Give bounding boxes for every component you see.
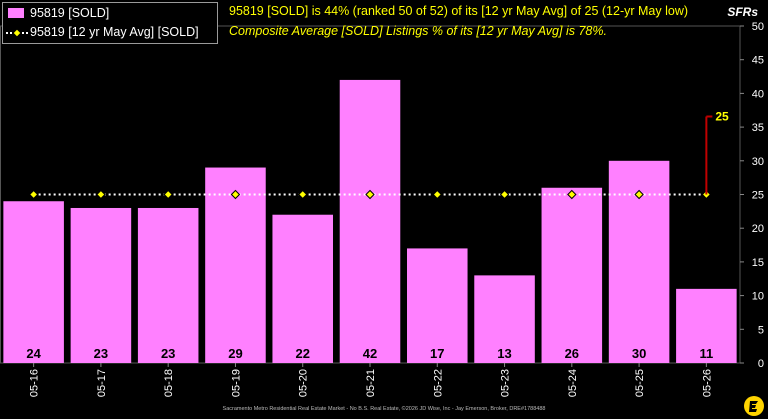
bar-value-label: 26 bbox=[565, 346, 579, 361]
x-tick-label: 05-25 bbox=[634, 369, 646, 397]
bar bbox=[676, 288, 737, 363]
y-tick-label: 35 bbox=[752, 122, 764, 134]
bar bbox=[205, 167, 266, 363]
avg-marker bbox=[634, 189, 644, 200]
y-tick-label: 0 bbox=[758, 358, 764, 370]
avg-marker bbox=[365, 189, 375, 200]
bar-value-label: 11 bbox=[699, 346, 713, 361]
y-tick-label: 45 bbox=[752, 55, 764, 67]
unit-label: SFRs bbox=[727, 5, 758, 19]
x-tick-label: 05-18 bbox=[163, 369, 175, 397]
y-tick-label: 5 bbox=[758, 324, 764, 336]
x-tick-label: 05-17 bbox=[96, 369, 108, 397]
bar bbox=[541, 187, 603, 363]
x-tick-label: 05-23 bbox=[500, 369, 512, 397]
x-tick-label: 05-19 bbox=[230, 369, 242, 397]
avg-marker bbox=[298, 189, 308, 200]
bar bbox=[474, 275, 535, 363]
avg-marker bbox=[567, 189, 577, 200]
y-tick-label: 10 bbox=[752, 291, 764, 303]
x-tick-label: 05-20 bbox=[298, 369, 310, 397]
legend-swatch-sold bbox=[8, 7, 24, 18]
callout-label: 25 bbox=[715, 110, 729, 124]
avg-marker bbox=[230, 189, 241, 200]
x-tick-label: 05-21 bbox=[365, 369, 377, 397]
legend-item-avg: 95819 [12 yr May Avg] [SOLD] bbox=[3, 22, 217, 41]
bar bbox=[3, 201, 64, 363]
x-tick-label: 05-22 bbox=[432, 369, 444, 397]
y-tick-label: 30 bbox=[752, 156, 764, 168]
bar-value-label: 29 bbox=[228, 346, 242, 361]
bar-value-label: 13 bbox=[497, 346, 511, 361]
bar-value-label: 22 bbox=[295, 346, 309, 361]
bar-value-label: 30 bbox=[632, 346, 646, 361]
avg-marker bbox=[499, 189, 510, 200]
y-tick-label: 40 bbox=[752, 88, 764, 100]
legend-label-avg: 95819 [12 yr May Avg] [SOLD] bbox=[30, 24, 199, 39]
bar-value-label: 17 bbox=[430, 346, 444, 361]
y-tick-label: 20 bbox=[752, 223, 764, 235]
brand-logo-icon bbox=[744, 396, 764, 416]
bar bbox=[339, 79, 401, 364]
bar bbox=[272, 214, 333, 363]
bar-value-label: 23 bbox=[94, 346, 108, 361]
subline: Composite Average [SOLD] Listings % of i… bbox=[229, 24, 607, 38]
bar-value-label: 24 bbox=[26, 346, 41, 361]
headline: 95819 [SOLD] is 44% (ranked 50 of 52) of… bbox=[229, 4, 689, 18]
avg-marker bbox=[163, 189, 173, 200]
y-tick-label: 15 bbox=[752, 257, 764, 269]
x-tick-label: 05-26 bbox=[701, 369, 713, 397]
y-tick-label: 25 bbox=[752, 190, 764, 202]
avg-marker bbox=[432, 189, 442, 200]
legend-swatch-avg bbox=[6, 27, 28, 38]
footer-credit: Sacramento Metro Residential Real Estate… bbox=[222, 406, 546, 412]
legend-item-sold: 95819 [SOLD] bbox=[3, 3, 217, 22]
x-tick-label: 05-24 bbox=[567, 369, 579, 397]
legend-label-sold: 95819 [SOLD] bbox=[30, 5, 110, 20]
y-tick-label: 50 bbox=[752, 21, 764, 33]
bar bbox=[70, 207, 132, 363]
avg-marker bbox=[96, 189, 106, 200]
bar bbox=[407, 248, 468, 363]
legend: 95819 [SOLD] 95819 [12 yr May Avg] [SOLD… bbox=[2, 2, 218, 44]
bar-value-label: 23 bbox=[161, 346, 175, 361]
bar-value-label: 42 bbox=[363, 346, 377, 361]
x-tick-label: 05-16 bbox=[29, 369, 41, 397]
avg-marker bbox=[28, 189, 39, 200]
bar bbox=[137, 207, 199, 363]
